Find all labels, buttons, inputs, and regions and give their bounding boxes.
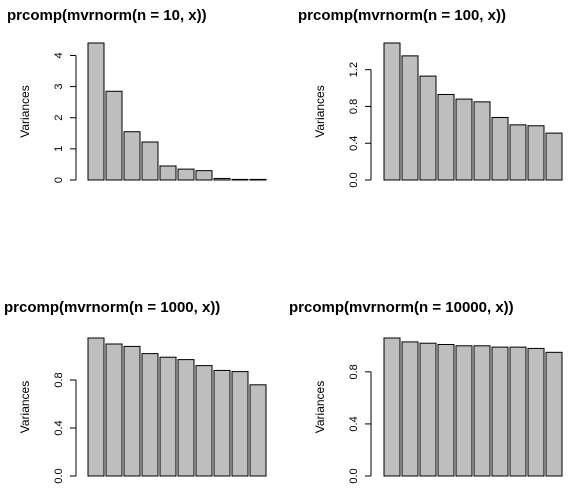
bar: [249, 178, 267, 181]
bar: [491, 346, 509, 477]
bar: [527, 125, 545, 181]
bar: [437, 93, 455, 181]
bar: [473, 101, 491, 181]
bar: [249, 384, 267, 477]
bar: [195, 170, 213, 181]
bar: [105, 343, 123, 477]
bar: [141, 353, 159, 477]
y-axis-label: Variances: [18, 85, 32, 137]
y-tick-label: 0.4: [348, 136, 360, 151]
y-tick-label: 4: [53, 52, 65, 58]
bar: [383, 42, 401, 181]
bar: [105, 90, 123, 181]
y-axis-label: Variances: [313, 381, 327, 433]
y-tick-label: 0.8: [348, 99, 360, 114]
bar: [509, 346, 527, 477]
chart-title: prcomp(mvrnorm(n = 10, x)): [7, 7, 207, 24]
y-tick-label: 1: [53, 146, 65, 152]
bar: [401, 55, 419, 181]
y-tick-label: 0.0: [348, 468, 360, 483]
y-tick-label: 0.4: [53, 420, 65, 435]
bar: [545, 132, 563, 181]
bar: [213, 177, 231, 181]
bar: [231, 178, 249, 181]
chart-title: prcomp(mvrnorm(n = 100, x)): [298, 7, 506, 24]
bar: [401, 341, 419, 477]
bar: [491, 116, 509, 181]
bar: [159, 165, 177, 181]
bar: [473, 345, 491, 477]
bar: [87, 42, 105, 181]
bar: [177, 359, 195, 477]
y-tick-label: 0.8: [348, 364, 360, 379]
y-tick-label: 2: [53, 115, 65, 121]
bar: [213, 369, 231, 477]
chart-title: prcomp(mvrnorm(n = 10000, x)): [289, 299, 514, 316]
y-tick-label: 0.0: [348, 172, 360, 187]
bar: [437, 344, 455, 477]
bar: [419, 342, 437, 477]
bar: [545, 351, 563, 477]
y-axis-label: Variances: [18, 381, 32, 433]
bar: [383, 337, 401, 477]
bar: [231, 371, 249, 477]
chart-title: prcomp(mvrnorm(n = 1000, x)): [4, 299, 220, 316]
bar: [455, 98, 473, 181]
bar: [509, 124, 527, 181]
y-tick-label: 0.4: [348, 416, 360, 431]
bar: [527, 347, 545, 477]
y-tick-label: 1.2: [348, 62, 360, 77]
y-tick-label: 3: [53, 84, 65, 90]
bar: [123, 131, 141, 181]
y-tick-label: 0: [53, 177, 65, 183]
bar: [123, 345, 141, 477]
y-axis-label: Variances: [313, 85, 327, 137]
bar: [195, 365, 213, 477]
bar: [455, 345, 473, 477]
bar: [419, 75, 437, 181]
bar: [159, 356, 177, 477]
y-tick-label: 0.8: [53, 372, 65, 387]
bar: [141, 141, 159, 181]
bar: [177, 168, 195, 181]
bar: [87, 337, 105, 477]
y-tick-label: 0.0: [53, 468, 65, 483]
